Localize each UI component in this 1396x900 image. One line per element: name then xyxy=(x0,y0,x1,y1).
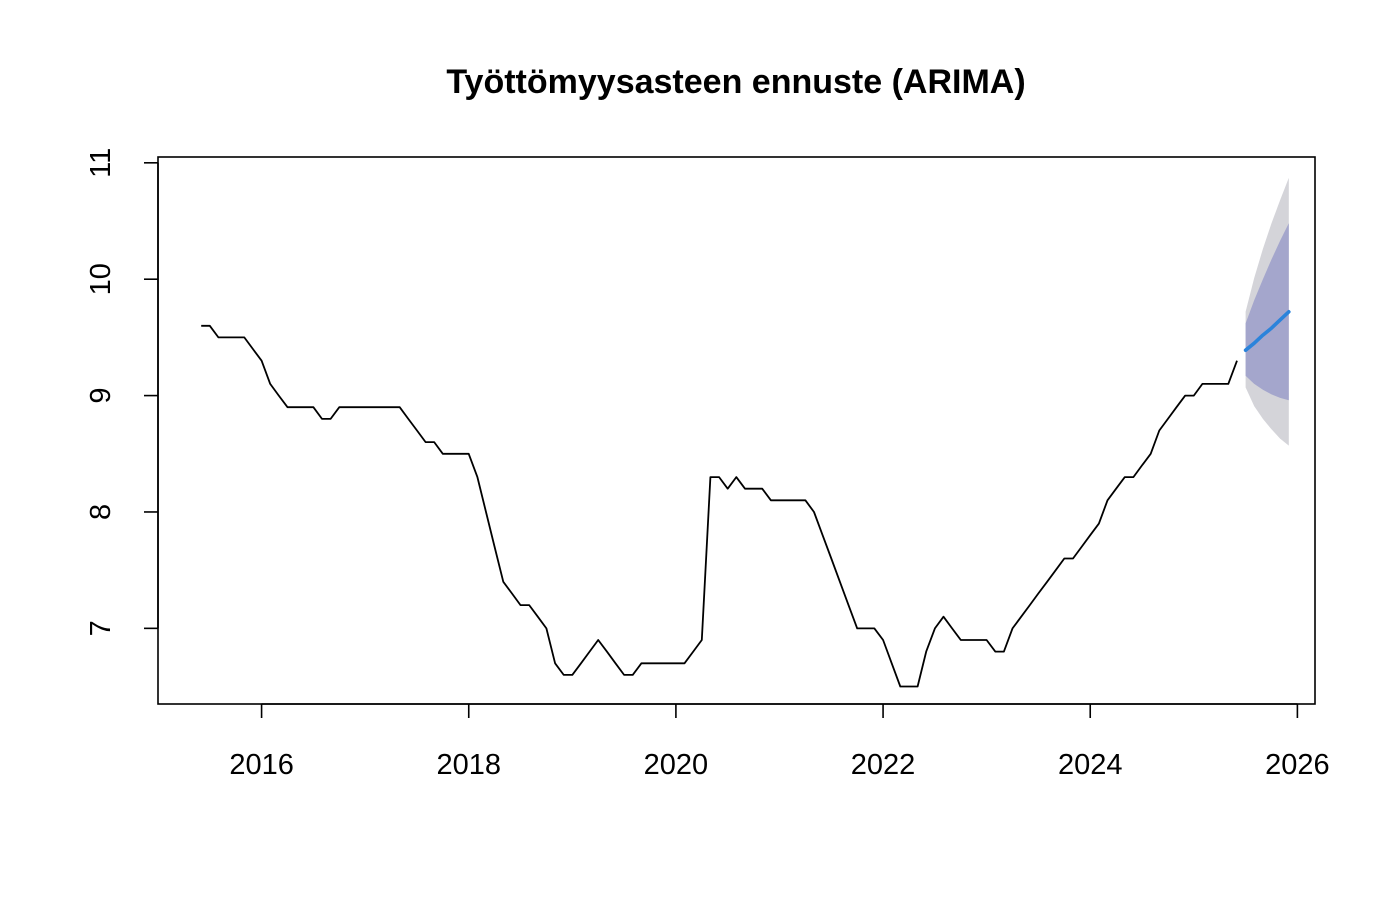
y-tick-label: 9 xyxy=(85,388,117,404)
y-tick-label: 10 xyxy=(85,263,117,295)
plot-frame xyxy=(157,156,1316,705)
y-tick-label: 8 xyxy=(85,504,117,520)
observed-series-line xyxy=(201,324,1238,688)
x-tick-label: 2018 xyxy=(436,749,501,781)
series-lines xyxy=(201,309,1291,688)
prediction-intervals xyxy=(1245,177,1289,446)
x-tick-label: 2024 xyxy=(1058,749,1123,781)
chart-title: Työttömyysasteen ennuste (ARIMA) xyxy=(446,63,1025,101)
y-tick-label: 11 xyxy=(85,148,117,178)
band-80 xyxy=(1245,223,1289,401)
x-tick-label: 2026 xyxy=(1265,749,1330,781)
forecast-mean-line xyxy=(1243,309,1291,353)
x-tick-label: 2020 xyxy=(644,749,709,781)
y-axis: 7 8 9 10 11 xyxy=(85,148,159,636)
y-tick-label: 7 xyxy=(85,620,117,636)
x-tick-label: 2022 xyxy=(851,749,916,781)
x-tick-label: 2016 xyxy=(229,749,294,781)
x-axis: 2016 2018 2020 2022 2024 2026 xyxy=(229,703,1330,781)
